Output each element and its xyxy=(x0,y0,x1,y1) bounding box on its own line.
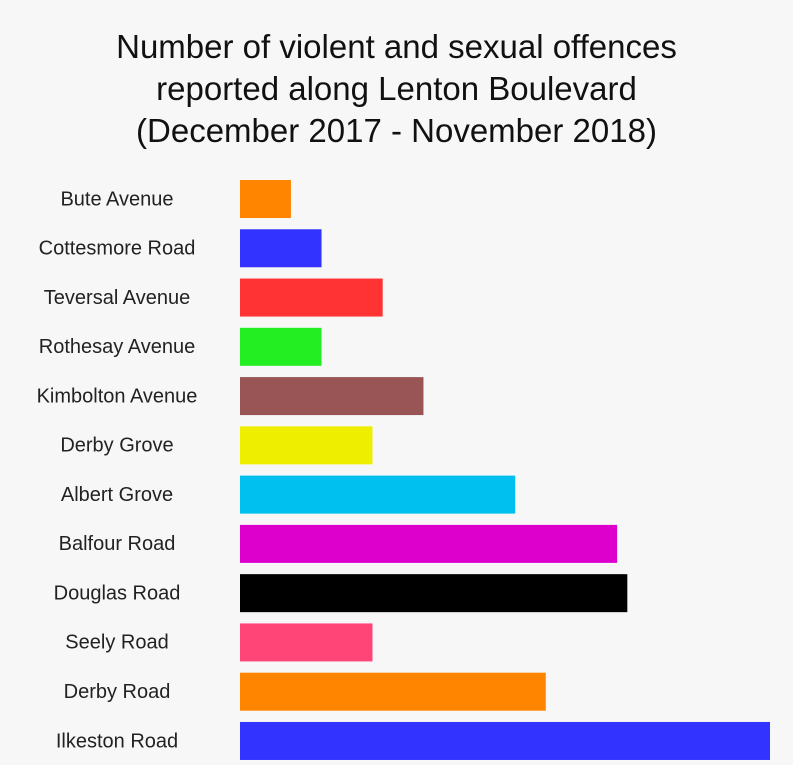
y-tick-label: Ilkeston Road xyxy=(56,730,178,752)
bar xyxy=(240,672,546,711)
bar xyxy=(240,229,322,268)
bar xyxy=(240,377,424,416)
y-tick-label: Bute Avenue xyxy=(60,188,173,210)
y-tick-label: Seely Road xyxy=(65,632,168,654)
bar xyxy=(240,475,516,514)
bar xyxy=(240,327,322,366)
bar xyxy=(240,524,618,563)
bar xyxy=(240,623,373,662)
bar xyxy=(240,426,373,465)
y-tick-label: Derby Road xyxy=(64,681,171,703)
y-tick-label: Cottesmore Road xyxy=(39,238,196,260)
y-tick-label: Rothesay Avenue xyxy=(39,336,195,358)
bar xyxy=(240,278,383,317)
y-tick-label: Kimbolton Avenue xyxy=(37,385,198,407)
bar xyxy=(240,721,770,760)
chart-title: Number of violent and sexual offences re… xyxy=(116,28,677,149)
bar xyxy=(240,574,628,613)
bar xyxy=(240,180,291,218)
y-tick-label: Derby Grove xyxy=(60,435,173,457)
y-tick-label: Douglas Road xyxy=(54,582,181,604)
y-tick-label: Balfour Road xyxy=(59,533,176,555)
y-tick-label: Albert Grove xyxy=(61,484,173,506)
y-tick-label: Teversal Avenue xyxy=(44,287,190,309)
